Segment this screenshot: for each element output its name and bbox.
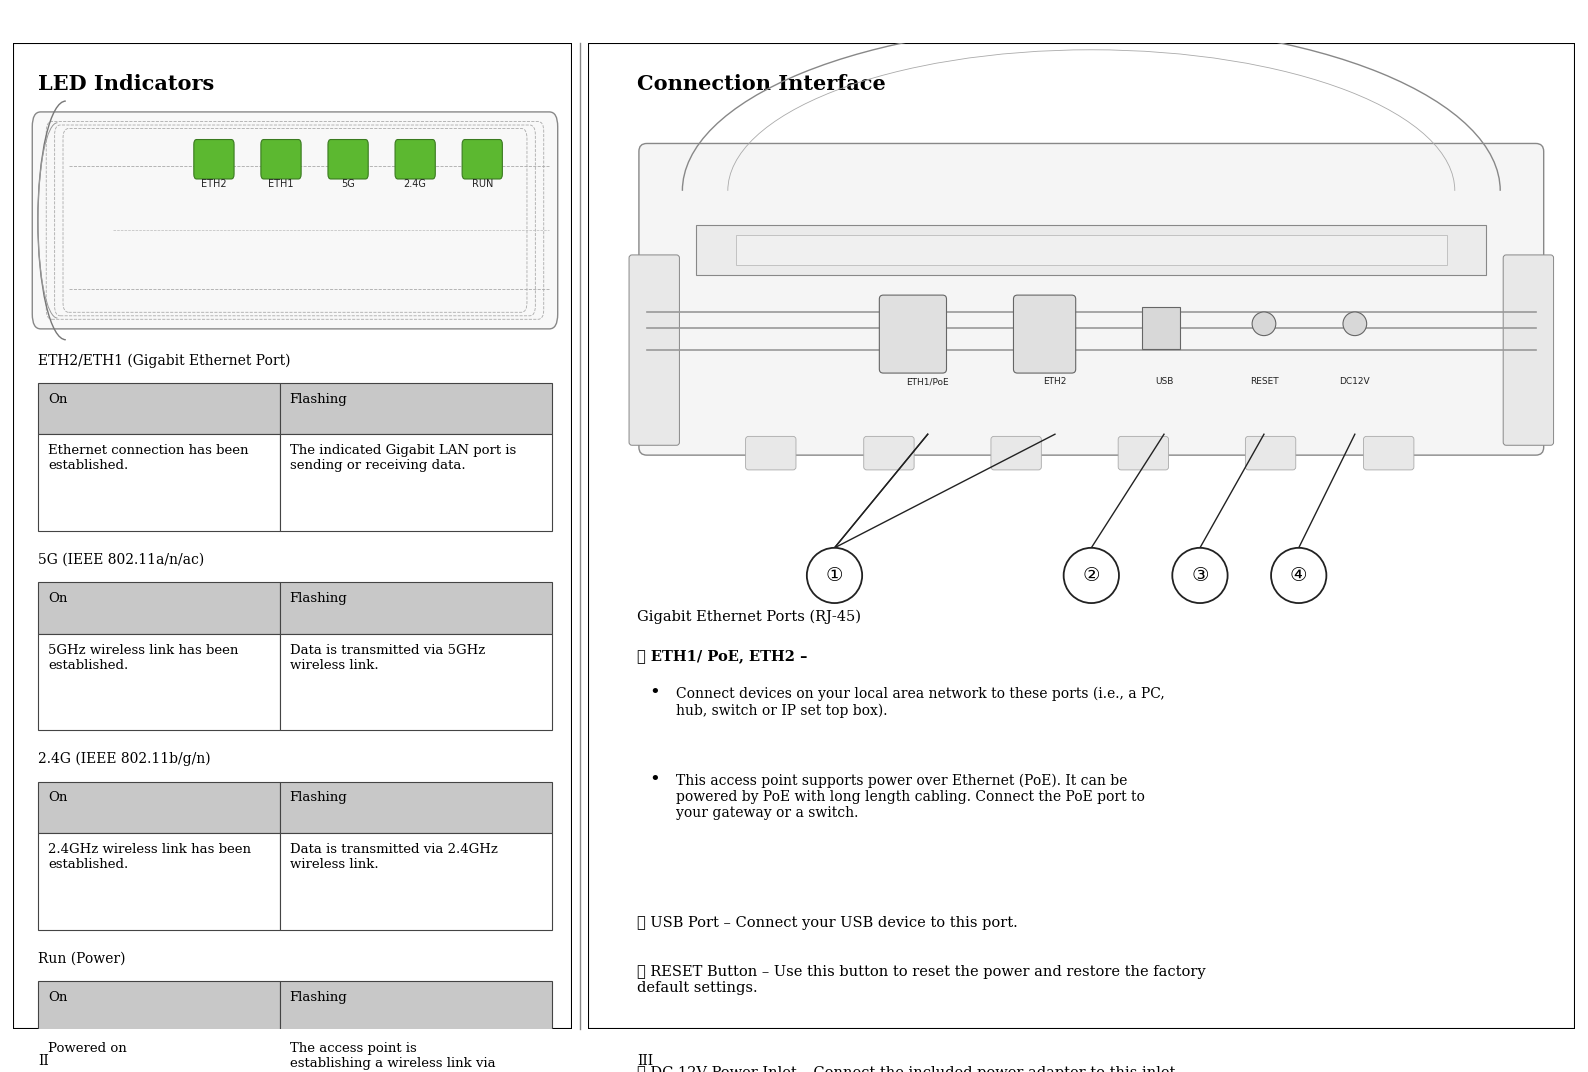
Bar: [38, 634, 279, 730]
Text: The indicated Gigabit LAN port is
sending or receiving data.: The indicated Gigabit LAN port is sendin…: [289, 444, 516, 473]
Bar: [38, 1032, 279, 1072]
Text: The access point is
establishing a wireless link via
wireless access controller.: The access point is establishing a wirel…: [289, 1042, 529, 1072]
FancyBboxPatch shape: [462, 139, 502, 179]
Text: USB: USB: [1154, 377, 1174, 387]
Text: II: II: [38, 1054, 49, 1068]
Bar: [735, 235, 1447, 265]
Circle shape: [1172, 548, 1228, 604]
Text: RESET: RESET: [1250, 377, 1278, 387]
Text: On: On: [48, 393, 67, 406]
FancyBboxPatch shape: [629, 255, 680, 445]
FancyBboxPatch shape: [1142, 308, 1180, 348]
FancyBboxPatch shape: [1118, 436, 1169, 470]
Text: DC12V: DC12V: [1340, 377, 1370, 387]
FancyBboxPatch shape: [1364, 436, 1413, 470]
Text: 5G: 5G: [341, 179, 356, 189]
Bar: [279, 981, 553, 1032]
Text: ①: ①: [826, 566, 843, 585]
Text: On: On: [48, 791, 67, 804]
Text: ETH1: ETH1: [268, 179, 294, 189]
FancyBboxPatch shape: [746, 436, 796, 470]
Text: On: On: [48, 592, 67, 606]
Text: Flashing: Flashing: [289, 393, 348, 406]
Text: ETH2: ETH2: [1043, 377, 1067, 387]
Text: Gigabit Ethernet Ports (RJ-45): Gigabit Ethernet Ports (RJ-45): [637, 610, 861, 624]
Bar: [279, 383, 553, 434]
Text: Powered on: Powered on: [48, 1042, 127, 1055]
Bar: [279, 781, 553, 833]
Text: ETH1/PoE: ETH1/PoE: [907, 377, 950, 387]
Text: Flashing: Flashing: [289, 592, 348, 606]
Text: Flashing: Flashing: [289, 991, 348, 1003]
FancyBboxPatch shape: [1245, 436, 1296, 470]
Text: Flashing: Flashing: [289, 791, 348, 804]
Circle shape: [1064, 548, 1120, 604]
FancyBboxPatch shape: [1504, 255, 1553, 445]
Text: Ethernet connection has been
established.: Ethernet connection has been established…: [48, 444, 248, 473]
Bar: [279, 833, 553, 929]
Bar: [38, 582, 279, 634]
Text: 5G (IEEE 802.11a/n/ac): 5G (IEEE 802.11a/n/ac): [38, 553, 205, 567]
Text: Connect devices on your local area network to these ports (i.e., a PC,
hub, swit: Connect devices on your local area netwo…: [676, 687, 1166, 718]
FancyBboxPatch shape: [880, 295, 946, 373]
FancyBboxPatch shape: [194, 139, 233, 179]
Bar: [696, 225, 1486, 274]
FancyBboxPatch shape: [1013, 295, 1075, 373]
Bar: [38, 981, 279, 1032]
Bar: [38, 383, 279, 434]
Circle shape: [1343, 312, 1367, 336]
Text: 2.4GHz wireless link has been
established.: 2.4GHz wireless link has been establishe…: [48, 843, 251, 870]
Text: This access point supports power over Ethernet (PoE). It can be
powered by PoE w: This access point supports power over Et…: [676, 774, 1145, 820]
FancyBboxPatch shape: [588, 43, 1575, 1029]
Text: ETH2: ETH2: [202, 179, 227, 189]
Text: 2.4G: 2.4G: [403, 179, 427, 189]
Text: ④ DC 12V Power Inlet – Connect the included power adapter to this inlet.: ④ DC 12V Power Inlet – Connect the inclu…: [637, 1066, 1180, 1072]
FancyBboxPatch shape: [260, 139, 302, 179]
Bar: [279, 582, 553, 634]
Text: ② USB Port – Connect your USB device to this port.: ② USB Port – Connect your USB device to …: [637, 915, 1018, 929]
Text: 2.4G (IEEE 802.11b/g/n): 2.4G (IEEE 802.11b/g/n): [38, 751, 211, 766]
FancyBboxPatch shape: [32, 111, 557, 329]
Text: ③: ③: [1191, 566, 1208, 585]
Text: •: •: [649, 683, 659, 701]
Text: LED Indicators: LED Indicators: [38, 74, 214, 94]
Text: ETH2/ETH1 (Gigabit Ethernet Port): ETH2/ETH1 (Gigabit Ethernet Port): [38, 354, 291, 368]
Circle shape: [1270, 548, 1326, 604]
Text: •: •: [649, 770, 659, 788]
Bar: [38, 781, 279, 833]
FancyBboxPatch shape: [991, 436, 1042, 470]
Text: ③ RESET Button – Use this button to reset the power and restore the factory
defa: ③ RESET Button – Use this button to rese…: [637, 965, 1205, 995]
Circle shape: [807, 548, 862, 604]
Text: RUN: RUN: [472, 179, 492, 189]
Text: Data is transmitted via 5GHz
wireless link.: Data is transmitted via 5GHz wireless li…: [289, 643, 484, 671]
FancyBboxPatch shape: [329, 139, 368, 179]
FancyBboxPatch shape: [13, 43, 572, 1029]
Text: III: III: [637, 1054, 653, 1068]
Bar: [279, 1032, 553, 1072]
FancyBboxPatch shape: [395, 139, 435, 179]
Circle shape: [1251, 312, 1275, 336]
Bar: [279, 434, 553, 531]
Text: Data is transmitted via 2.4GHz
wireless link.: Data is transmitted via 2.4GHz wireless …: [289, 843, 497, 870]
FancyBboxPatch shape: [864, 436, 915, 470]
Text: ① ETH1/ PoE, ETH2 –: ① ETH1/ PoE, ETH2 –: [637, 650, 807, 664]
Text: On: On: [48, 991, 67, 1003]
Text: ④: ④: [1289, 566, 1307, 585]
FancyBboxPatch shape: [638, 144, 1544, 456]
Bar: [38, 434, 279, 531]
Bar: [279, 634, 553, 730]
Text: Run (Power): Run (Power): [38, 951, 125, 965]
Text: Connection Interface: Connection Interface: [637, 74, 886, 94]
Text: ②: ②: [1083, 566, 1100, 585]
Bar: [38, 833, 279, 929]
Text: 5GHz wireless link has been
established.: 5GHz wireless link has been established.: [48, 643, 238, 671]
